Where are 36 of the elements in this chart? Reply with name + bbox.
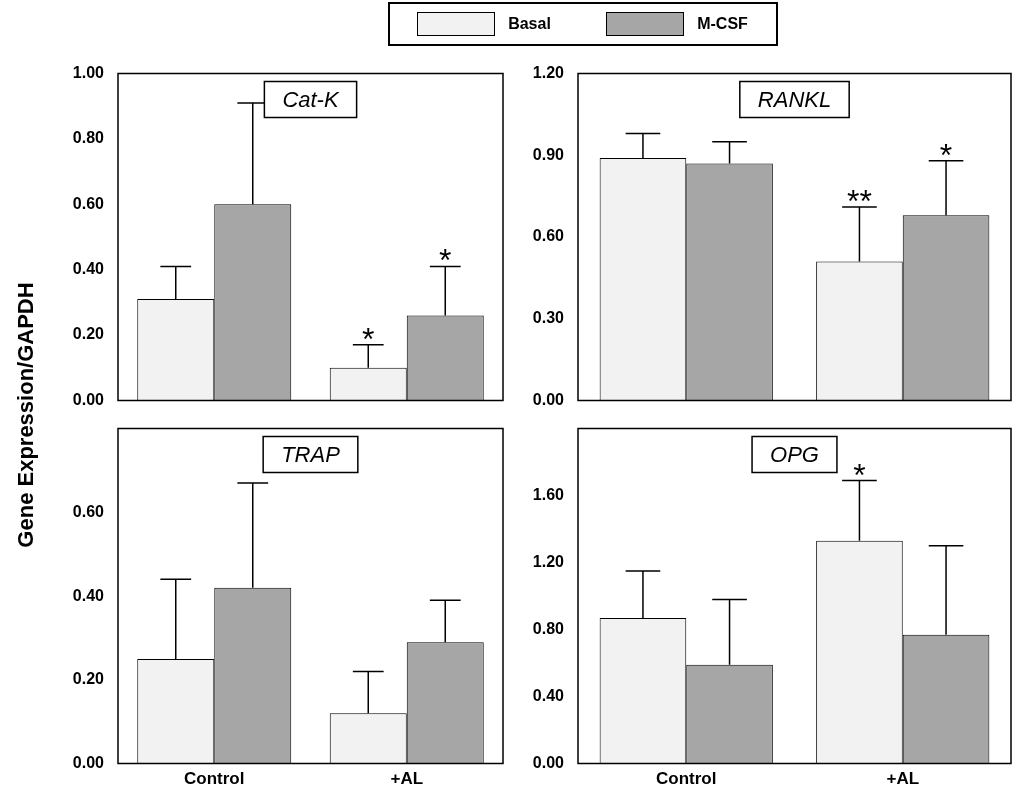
- text: Cat-K: [282, 86, 340, 112]
- y-tick-label: 0.60: [72, 194, 105, 212]
- y-tick-label: 0.60: [532, 227, 565, 245]
- legend-label: Basal: [508, 15, 551, 33]
- y-tick-label: 0.80: [72, 129, 105, 147]
- y-tick-label: 0.90: [532, 145, 565, 163]
- y-tick-label: 0.00: [532, 390, 565, 408]
- y-tick-label: 0.60: [72, 502, 105, 520]
- y-tick-label: 1.00: [72, 64, 105, 82]
- y-axis-title: Gene Expression/GAPDH: [13, 282, 39, 548]
- annotation: *: [853, 456, 866, 493]
- x-tick-label: Control: [184, 769, 245, 789]
- legend-label: M-CSF: [697, 15, 748, 33]
- y-tick-label: 0.00: [72, 754, 105, 772]
- x-tick-label: +AL: [390, 769, 424, 789]
- text: OPG: [770, 441, 819, 467]
- y-tick-label: 0.40: [532, 687, 565, 705]
- y-tick-label: 0.20: [72, 670, 105, 688]
- y-tick-label: 0.00: [72, 390, 105, 408]
- annotation: *: [439, 242, 452, 279]
- text: TRAP: [281, 441, 341, 467]
- y-tick-label: 1.60: [532, 486, 565, 504]
- annotation: **: [847, 183, 872, 220]
- y-tick-label: 0.40: [72, 586, 105, 604]
- y-tick-label: 0.80: [532, 620, 565, 638]
- text: RANKL: [757, 86, 832, 112]
- y-tick-label: 0.20: [72, 325, 105, 343]
- y-tick-label: 0.30: [532, 309, 565, 327]
- y-tick-label: 1.20: [532, 553, 565, 571]
- annotation: *: [939, 136, 953, 173]
- y-tick-label: 0.00: [532, 754, 565, 772]
- y-tick-label: 1.20: [532, 64, 565, 82]
- x-tick-label: Control: [656, 769, 717, 789]
- x-tick-label: +AL: [886, 769, 920, 789]
- annotation: *: [362, 320, 375, 357]
- y-tick-label: 0.40: [72, 260, 105, 278]
